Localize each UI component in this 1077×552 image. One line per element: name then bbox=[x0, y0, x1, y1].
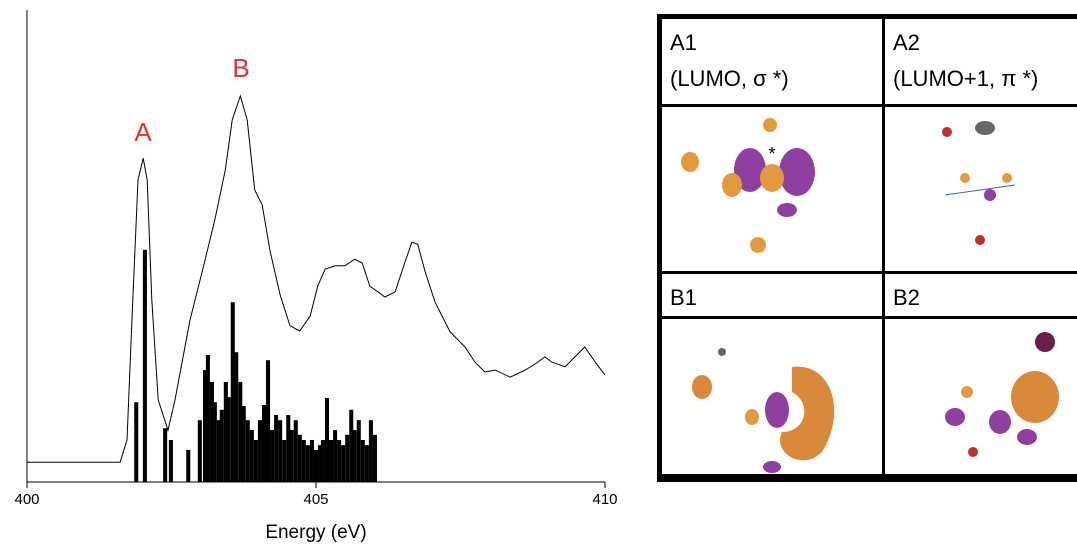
stick bbox=[230, 302, 235, 482]
stick bbox=[320, 439, 325, 482]
stick bbox=[245, 420, 250, 482]
stick bbox=[352, 430, 357, 482]
stick bbox=[205, 355, 210, 482]
stick bbox=[293, 420, 298, 482]
marker: * bbox=[768, 144, 775, 164]
stick bbox=[289, 430, 294, 482]
stick bbox=[372, 434, 377, 482]
panel-header: A1 (LUMO, σ *) bbox=[662, 19, 885, 107]
chart: Energy (eV) A B 400 405 410 bbox=[14, 10, 618, 543]
x-tick-label: 405 bbox=[303, 491, 328, 508]
orbital-image bbox=[945, 332, 1059, 457]
x-tick-label: 410 bbox=[592, 491, 617, 508]
panel-image bbox=[885, 319, 1077, 477]
stick bbox=[212, 402, 217, 482]
stick bbox=[356, 420, 361, 482]
panel-label: A2 bbox=[893, 30, 920, 55]
stick bbox=[274, 414, 279, 482]
annotation: B bbox=[232, 53, 249, 83]
stick bbox=[257, 420, 262, 482]
stick bbox=[337, 439, 342, 482]
stick bbox=[318, 445, 323, 482]
stick bbox=[313, 449, 319, 482]
annotation: A bbox=[134, 117, 152, 147]
stick bbox=[324, 397, 330, 482]
stick bbox=[253, 439, 258, 482]
stick bbox=[364, 445, 369, 482]
orbital-image bbox=[942, 121, 1016, 245]
panel-header: B2 bbox=[885, 274, 1077, 319]
stick bbox=[134, 402, 139, 482]
panel-caption: (LUMO, σ *) bbox=[670, 66, 789, 91]
panel-label: B1 bbox=[670, 285, 697, 310]
panel-image bbox=[885, 107, 1077, 274]
x-tick-label: 400 bbox=[14, 491, 39, 508]
stick bbox=[333, 430, 338, 482]
stick bbox=[297, 434, 302, 482]
stick bbox=[270, 430, 275, 482]
spectrum-line bbox=[27, 94, 606, 463]
stick bbox=[219, 409, 224, 482]
stick bbox=[203, 370, 208, 482]
stick bbox=[223, 381, 228, 482]
stick bbox=[249, 430, 254, 482]
stick bbox=[286, 414, 291, 482]
stick bbox=[241, 406, 246, 482]
stick bbox=[197, 420, 202, 482]
stick bbox=[349, 409, 354, 482]
stick bbox=[360, 439, 365, 482]
stick bbox=[301, 439, 306, 482]
stick bbox=[142, 249, 147, 482]
panel-header: A2 (LUMO+1, π *) bbox=[885, 19, 1077, 107]
stick bbox=[368, 420, 373, 482]
panel-caption: (LUMO+1, π *) bbox=[893, 66, 1039, 91]
stick bbox=[209, 381, 214, 482]
stick bbox=[168, 439, 173, 482]
stick bbox=[278, 420, 283, 482]
orbital-image: * bbox=[681, 118, 815, 253]
stick bbox=[282, 439, 287, 482]
stick bbox=[163, 428, 168, 482]
stick bbox=[216, 420, 221, 482]
panel-label: B2 bbox=[893, 285, 920, 310]
stick bbox=[238, 381, 243, 482]
panel-header: B1 bbox=[662, 274, 885, 319]
orbital-image bbox=[692, 348, 835, 473]
stick bbox=[305, 445, 310, 482]
stick bbox=[309, 439, 314, 482]
panel-label: A1 bbox=[670, 30, 697, 55]
stick bbox=[234, 352, 239, 482]
stick bbox=[345, 434, 350, 482]
stick bbox=[226, 397, 231, 482]
panel-image bbox=[662, 319, 885, 477]
stick bbox=[261, 405, 267, 482]
x-axis-label: Energy (eV) bbox=[265, 522, 366, 543]
stick bbox=[266, 360, 271, 482]
orbital-table: A1 (LUMO, σ *) A2 (LUMO+1, π *) * B1 B2 bbox=[657, 14, 1077, 482]
stick bbox=[186, 449, 191, 482]
stick bbox=[329, 439, 334, 482]
stick bbox=[341, 445, 346, 482]
panel-image: * bbox=[662, 107, 885, 274]
